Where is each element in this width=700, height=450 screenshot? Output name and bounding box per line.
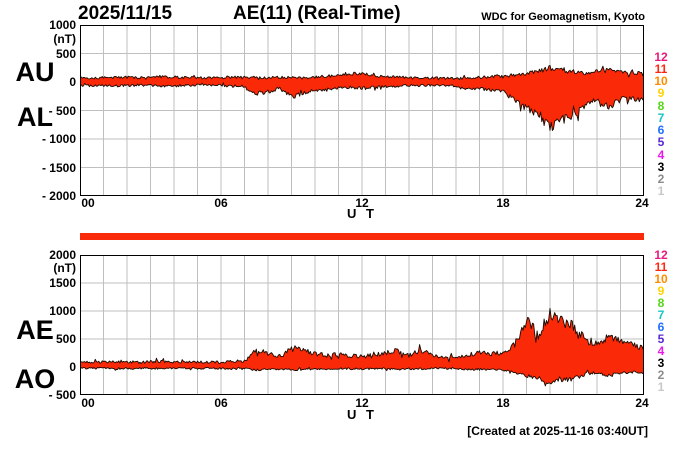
ytick-label: 2000 bbox=[49, 248, 76, 262]
data-source-label: WDC for Geomagnetism, Kyoto bbox=[481, 11, 645, 23]
station-count-5: 5 bbox=[657, 135, 665, 150]
station-count-8: 8 bbox=[657, 295, 665, 310]
station-count-3: 3 bbox=[657, 159, 665, 174]
station-count-1: 1 bbox=[657, 184, 665, 199]
xtick-label: 06 bbox=[214, 396, 228, 410]
station-count-1: 1 bbox=[657, 379, 665, 394]
xtick-label: 00 bbox=[81, 396, 95, 410]
station-count-3: 3 bbox=[657, 355, 665, 370]
created-timestamp: [Created at 2025-11-16 03:40UT] bbox=[467, 424, 648, 438]
ytick-label: 500 bbox=[55, 46, 76, 61]
xtick-label: 18 bbox=[496, 196, 510, 210]
ytick-label: 0 bbox=[69, 360, 76, 374]
station-count-4: 4 bbox=[657, 343, 665, 358]
station-count-9: 9 bbox=[657, 283, 665, 298]
top-x-axis-label: U T bbox=[347, 206, 377, 221]
station-count-10: 10 bbox=[654, 271, 668, 286]
ytick-label: - 2000 bbox=[41, 189, 76, 203]
station-count-7: 7 bbox=[657, 110, 665, 125]
label-au: AU bbox=[15, 57, 55, 87]
station-count-10: 10 bbox=[654, 74, 668, 89]
label-ao: AO bbox=[14, 364, 56, 394]
top-unit-label: (nT) bbox=[53, 32, 76, 46]
xtick-label: 06 bbox=[214, 196, 228, 210]
station-count-9: 9 bbox=[657, 86, 665, 101]
station-count-11: 11 bbox=[654, 259, 668, 274]
xtick-label: 24 bbox=[635, 196, 649, 210]
label-ae: AE bbox=[16, 315, 54, 345]
data-availability-bar bbox=[80, 233, 644, 240]
station-count-12: 12 bbox=[654, 49, 668, 64]
plot-date: 2025/11/15 bbox=[78, 3, 173, 24]
ytick-label: - 1500 bbox=[41, 160, 76, 175]
station-count-5: 5 bbox=[657, 331, 665, 346]
ytick-label: 500 bbox=[55, 332, 76, 346]
ytick-label: 1000 bbox=[49, 18, 76, 32]
station-count-4: 4 bbox=[657, 147, 665, 162]
ytick-label: - 1000 bbox=[41, 132, 76, 146]
label-al: AL bbox=[17, 102, 53, 132]
ytick-label: - 500 bbox=[48, 103, 76, 118]
station-count-2: 2 bbox=[657, 172, 665, 187]
station-count-6: 6 bbox=[657, 123, 665, 138]
ytick-label: 1000 bbox=[49, 304, 76, 318]
xtick-label: 24 bbox=[635, 396, 649, 410]
station-count-2: 2 bbox=[657, 367, 665, 382]
ytick-label: 1500 bbox=[49, 276, 76, 290]
ytick-label: 0 bbox=[69, 75, 76, 89]
xtick-label: 12 bbox=[355, 396, 369, 410]
xtick-label: 12 bbox=[355, 196, 369, 210]
station-count-8: 8 bbox=[657, 98, 665, 113]
station-count-11: 11 bbox=[654, 61, 668, 76]
bottom-x-axis-label: U T bbox=[347, 407, 377, 422]
plot-title: AE(11) (Real-Time) bbox=[233, 3, 401, 24]
station-count-6: 6 bbox=[657, 319, 665, 334]
station-count-7: 7 bbox=[657, 307, 665, 322]
bottom-unit-label: (nT) bbox=[53, 261, 76, 275]
xtick-label: 00 bbox=[81, 196, 95, 210]
station-count-12: 12 bbox=[654, 247, 668, 262]
xtick-label: 18 bbox=[496, 396, 510, 410]
ytick-label: - 500 bbox=[48, 388, 76, 402]
